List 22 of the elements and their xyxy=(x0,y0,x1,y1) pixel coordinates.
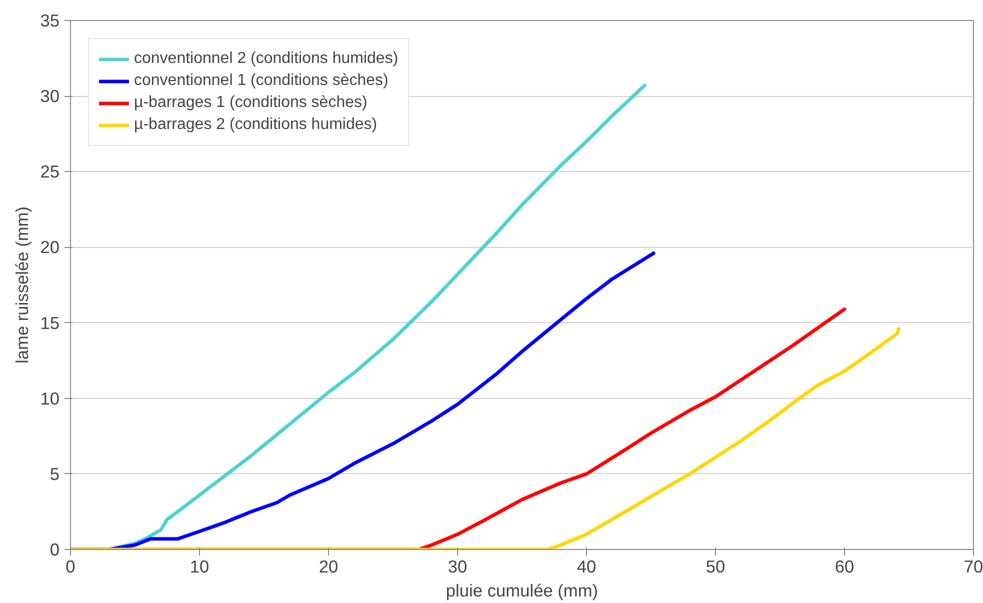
x-tick-label: 40 xyxy=(576,556,596,576)
legend-label: conventionnel 2 (conditions humides) xyxy=(134,50,398,68)
y-tick-label: 25 xyxy=(40,162,60,182)
y-tick-label: 10 xyxy=(40,388,60,408)
y-tick-label: 5 xyxy=(50,464,60,484)
x-tick-label: 10 xyxy=(190,556,210,576)
y-axis-title: lame ruisselée (mm) xyxy=(12,206,32,364)
y-tick-label: 15 xyxy=(40,312,60,333)
x-tick-label: 20 xyxy=(318,556,338,576)
x-axis-title: pluie cumulée (mm) xyxy=(446,580,598,600)
legend-label: conventionnel 1 (conditions sèches) xyxy=(134,72,388,90)
y-tick-label: 0 xyxy=(50,540,60,560)
legend-label: µ-barrages 2 (conditions humides) xyxy=(134,116,378,134)
x-tick-label: 30 xyxy=(448,556,468,576)
x-tick-label: 0 xyxy=(66,556,76,576)
legend-label: µ-barrages 1 (conditions sèches) xyxy=(134,94,368,112)
y-tick-label: 35 xyxy=(40,10,60,30)
x-tick-label: 50 xyxy=(706,556,726,576)
y-tick-label: 30 xyxy=(40,86,60,106)
x-tick-label: 60 xyxy=(834,556,854,576)
y-tick-label: 20 xyxy=(40,237,60,258)
x-tick-label: 70 xyxy=(964,556,983,576)
